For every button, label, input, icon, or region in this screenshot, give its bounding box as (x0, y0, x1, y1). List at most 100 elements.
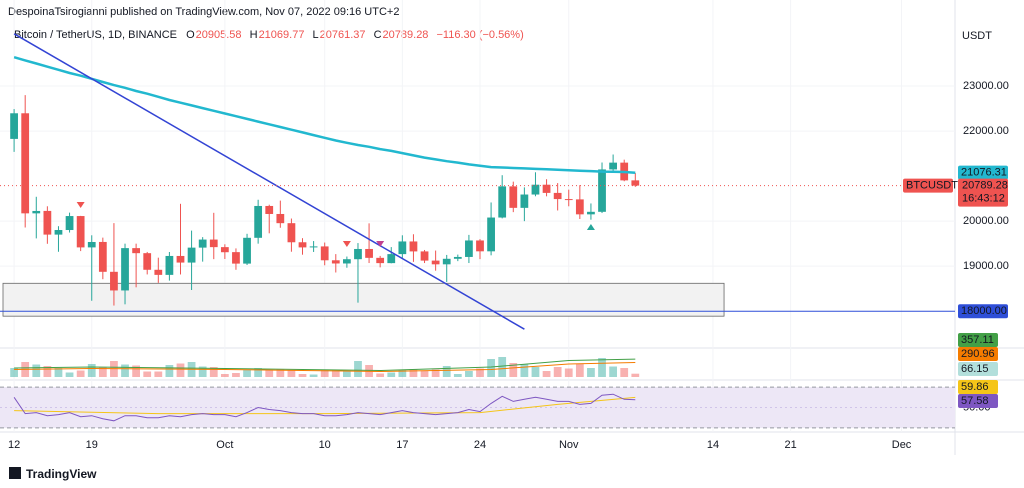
volume-bar (54, 368, 63, 377)
rsi-line (13, 393, 636, 422)
x-tick-label: 19 (86, 439, 98, 451)
volume-bar (531, 367, 540, 377)
candle-body (298, 242, 307, 248)
h-label: H (249, 29, 258, 41)
volume-bar (287, 370, 296, 377)
candle-body (631, 180, 640, 186)
candle-body (176, 255, 185, 263)
volume-bar (453, 374, 462, 377)
volume-bar (520, 364, 529, 377)
volume-bar (176, 363, 185, 377)
y-tick-label: 20000.00 (963, 215, 1009, 227)
volume-bar (43, 366, 52, 377)
volume-bar (409, 369, 418, 377)
volume-bar (132, 365, 140, 377)
volume-bar (198, 366, 207, 377)
volume-ma (14, 358, 636, 372)
last-symbol: BTCUSDT (906, 180, 958, 192)
rsi-label-bg (958, 394, 998, 408)
volume-bar (498, 357, 507, 377)
candle-body (32, 210, 41, 214)
symbol: Bitcoin / TetherUS, 1D, BINANCE (14, 29, 178, 41)
x-tick-label: 14 (707, 439, 719, 451)
ma-last-label-bg (958, 165, 1008, 180)
candle-body (365, 248, 373, 258)
countdown: 16:43:12 (962, 193, 1005, 205)
volume-bar (587, 368, 595, 377)
hline-label: 18000.00 (961, 305, 1007, 317)
volume-ma-label-bg (958, 333, 998, 347)
volume-bar (564, 368, 573, 377)
volume-bar (154, 371, 163, 377)
candle-body (420, 251, 429, 261)
volume-bar (65, 372, 74, 377)
volume-bar (420, 371, 429, 377)
last-price: 20789.28 (962, 180, 1008, 192)
candle-body (232, 252, 240, 264)
candle-body (409, 241, 418, 252)
hline-label-bg (958, 304, 1008, 319)
candle-body (476, 240, 484, 252)
candle-body (187, 247, 196, 263)
volume-bar (298, 374, 307, 377)
volume-ma (14, 362, 636, 373)
x-tick-label: 10 (319, 439, 331, 451)
volume-bar (121, 364, 129, 377)
candle-body (376, 257, 385, 264)
candle-body (209, 239, 218, 248)
candle-body (143, 253, 152, 270)
candle-body (320, 246, 329, 261)
volume-bar (243, 369, 251, 377)
candle-body (587, 211, 595, 215)
moving-average (13, 55, 636, 174)
unit-label: USDT (962, 30, 992, 42)
candle-body (165, 255, 174, 275)
x-tick-label: 12 (8, 439, 20, 451)
candle-body (265, 205, 274, 214)
last-price-bg (958, 178, 1008, 207)
ma-last-label: 21076.31 (961, 167, 1007, 179)
signal-marker (586, 223, 595, 230)
x-tick-label: Oct (216, 439, 233, 451)
candle-body (343, 259, 351, 264)
l-value: 20761.37 (319, 29, 366, 41)
volume-bar (509, 363, 518, 377)
volume-bar (620, 368, 629, 377)
volume-bar (309, 374, 318, 377)
volume-bar (553, 367, 562, 377)
volume-bar (232, 373, 240, 377)
x-tick-label: 21 (784, 439, 796, 451)
x-tick-label: 24 (474, 439, 486, 451)
candle-body (331, 260, 340, 264)
candle-body (564, 199, 573, 201)
candle-body (453, 256, 462, 259)
volume-bar (487, 359, 495, 377)
l-label: L (312, 29, 319, 41)
y-tick-label: 22000.00 (963, 125, 1009, 137)
trend-line (13, 33, 525, 330)
volume-bar (542, 371, 551, 377)
candle-body (509, 186, 518, 208)
candle-body (21, 113, 30, 214)
candle-body (220, 247, 229, 253)
c-value: 20789.28 (382, 29, 429, 41)
candle-body (87, 241, 96, 248)
volume-bar (209, 367, 218, 377)
candle-body (520, 194, 529, 208)
rsi-ma-label-bg (958, 380, 998, 394)
candle-body (121, 248, 129, 291)
volume-bar (398, 370, 407, 377)
o-label: O (186, 29, 195, 41)
last-symbol-bg (903, 178, 953, 193)
volume-bar (143, 371, 152, 377)
candle-body (276, 213, 285, 224)
y-tick-label: 19000.00 (963, 260, 1009, 272)
volume-bar (220, 374, 229, 377)
candle-body (43, 210, 52, 235)
c-label: C (373, 29, 382, 41)
volume-ma-label: 357.11 (961, 334, 994, 346)
candle-body (65, 216, 74, 231)
volume-last-label: 66.15 (961, 363, 989, 375)
volume-bar (609, 366, 617, 377)
candle-body (575, 199, 584, 215)
